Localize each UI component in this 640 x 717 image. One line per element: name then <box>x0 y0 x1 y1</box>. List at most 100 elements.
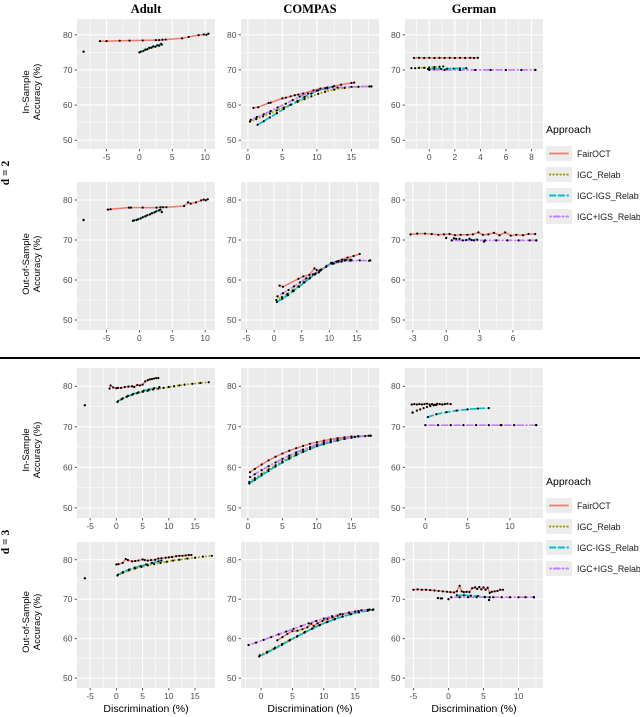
facet-label-d3: d = 3 <box>0 529 13 555</box>
series-FairOCT <box>409 231 536 237</box>
svg-text:80: 80 <box>391 381 401 391</box>
chart-svg: -5 0 5 10 15 50 60 70 80 <box>63 367 215 531</box>
svg-text:10: 10 <box>200 152 210 162</box>
y-axis-title-in-sample: In-Sample Accuracy (%) <box>21 421 43 479</box>
legend-item-fairoct: FairOCT <box>546 495 640 516</box>
svg-text:0: 0 <box>246 521 251 531</box>
panel-german-d3-out-of-sample: -5 0 5 10 50 60 70 80 <box>379 541 543 703</box>
svg-text:70: 70 <box>63 235 73 245</box>
svg-text:5: 5 <box>290 691 295 701</box>
svg-text:5: 5 <box>299 333 304 343</box>
svg-text:0: 0 <box>423 521 428 531</box>
svg-text:70: 70 <box>227 594 237 604</box>
svg-text:80: 80 <box>63 195 73 205</box>
svg-text:15: 15 <box>347 521 357 531</box>
svg-text:50: 50 <box>63 673 73 683</box>
panel-german-d2-in-sample: 0 2 4 6 8 50 60 70 80 <box>379 19 543 164</box>
legend-item-igc-plus-igs-relab: IGC+IGS_Relab <box>546 558 640 579</box>
facet-block-d3: d = 3 In-Sample Accuracy (%) -5 0 5 10 15 50 6… <box>0 367 640 717</box>
svg-text:10: 10 <box>164 691 174 701</box>
svg-text:50: 50 <box>63 135 73 145</box>
svg-text:0: 0 <box>137 152 142 162</box>
svg-text:50: 50 <box>391 673 401 683</box>
x-axis-titles: Discrimination (%) Discrimination (%) Di… <box>13 703 543 717</box>
igc-relab-line-icon <box>546 519 572 534</box>
svg-text:50: 50 <box>63 315 73 325</box>
svg-text:-5: -5 <box>243 333 251 343</box>
svg-text:0: 0 <box>427 152 432 162</box>
chart-svg: 0 5 10 15 50 60 70 80 <box>227 19 379 162</box>
row-d3-in-sample: In-Sample Accuracy (%) -5 0 5 10 15 50 60 70 80 … <box>13 367 543 533</box>
svg-text:-5: -5 <box>86 691 94 701</box>
svg-text:8: 8 <box>529 152 534 162</box>
svg-text:3: 3 <box>477 333 482 343</box>
svg-text:60: 60 <box>63 462 73 472</box>
y-axis-title-in-sample: In-Sample Accuracy (%) <box>21 63 43 120</box>
svg-text:50: 50 <box>227 502 237 512</box>
series-IGC+IGS_Relab <box>247 608 369 646</box>
svg-text:80: 80 <box>227 195 237 205</box>
svg-text:15: 15 <box>190 691 200 701</box>
chart-svg: 0 5 10 15 50 60 70 80 <box>227 541 379 701</box>
svg-text:10: 10 <box>514 691 524 701</box>
svg-text:60: 60 <box>391 275 401 285</box>
svg-text:15: 15 <box>352 333 362 343</box>
svg-text:60: 60 <box>227 100 237 110</box>
igc-relab-line-icon <box>546 167 572 182</box>
facet-strip-d3: d = 3 <box>0 368 13 717</box>
x-axis-title: Discrimination (%) <box>103 702 189 715</box>
svg-text:-5: -5 <box>410 691 418 701</box>
chart-svg: -5 0 5 10 50 60 70 80 <box>63 19 215 162</box>
svg-text:5: 5 <box>140 521 145 531</box>
svg-text:60: 60 <box>227 462 237 472</box>
igc-plus-igs-relab-line-icon <box>546 209 572 224</box>
svg-text:60: 60 <box>227 275 237 285</box>
chart-svg: -5 0 5 10 50 60 70 80 <box>63 182 215 343</box>
svg-text:0: 0 <box>272 333 277 343</box>
legend-approach-d3: Approach FairOCT IGC_Relab IGC-IGS_Relab… <box>546 476 640 579</box>
svg-text:80: 80 <box>63 30 73 40</box>
chart-svg: -5 0 5 10 15 50 60 70 80 <box>63 541 215 701</box>
svg-text:10: 10 <box>312 152 322 162</box>
svg-text:70: 70 <box>391 235 401 245</box>
series-IGC-IGS_Relab <box>117 559 163 576</box>
svg-text:60: 60 <box>391 100 401 110</box>
series-FairOCT <box>411 402 452 406</box>
panel-compas-d2-in-sample: 0 5 10 15 50 60 70 80 <box>215 19 379 164</box>
chart-svg: 0 5 10 50 60 70 80 <box>391 367 543 531</box>
svg-text:70: 70 <box>63 65 73 75</box>
panel-compas-d3-out-of-sample: 0 5 10 15 50 60 70 80 <box>215 541 379 703</box>
svg-text:70: 70 <box>391 65 401 75</box>
svg-text:60: 60 <box>391 462 401 472</box>
svg-text:-3: -3 <box>409 333 417 343</box>
svg-text:70: 70 <box>63 594 73 604</box>
column-headers: Adult COMPAS German <box>13 0 543 19</box>
chart-svg: -5 0 5 10 15 50 60 70 80 <box>227 182 379 343</box>
legend-item-igc-relab: IGC_Relab <box>546 164 640 185</box>
svg-text:0: 0 <box>444 333 449 343</box>
svg-text:0: 0 <box>246 152 251 162</box>
svg-text:10: 10 <box>312 521 322 531</box>
igc-minus-igs-relab-line-icon <box>546 540 572 555</box>
svg-text:5: 5 <box>280 152 285 162</box>
panel-adult-d2-in-sample: -5 0 5 10 50 60 70 80 <box>51 19 215 164</box>
svg-text:80: 80 <box>391 195 401 205</box>
chart-svg: 0 2 4 6 8 50 60 70 80 <box>391 19 543 162</box>
svg-text:50: 50 <box>227 673 237 683</box>
svg-text:0: 0 <box>137 333 142 343</box>
svg-text:10: 10 <box>200 333 210 343</box>
svg-text:10: 10 <box>325 333 335 343</box>
svg-text:6: 6 <box>511 333 516 343</box>
fairoct-line-icon <box>546 146 572 161</box>
panel-adult-d3-out-of-sample: -5 0 5 10 15 50 60 70 80 <box>51 541 215 703</box>
row-d2-out-of-sample: Out-of-Sample Accuracy (%) -5 0 5 10 50 60 70 8… <box>13 182 543 345</box>
svg-text:5: 5 <box>280 521 285 531</box>
facet-strip-d2: d = 2 <box>0 0 13 345</box>
legend-title: Approach <box>546 476 591 488</box>
column-header-german: German <box>451 2 497 16</box>
chart-svg: 0 5 10 15 50 60 70 80 <box>227 367 379 531</box>
svg-text:10: 10 <box>164 521 174 531</box>
svg-text:-5: -5 <box>103 333 111 343</box>
